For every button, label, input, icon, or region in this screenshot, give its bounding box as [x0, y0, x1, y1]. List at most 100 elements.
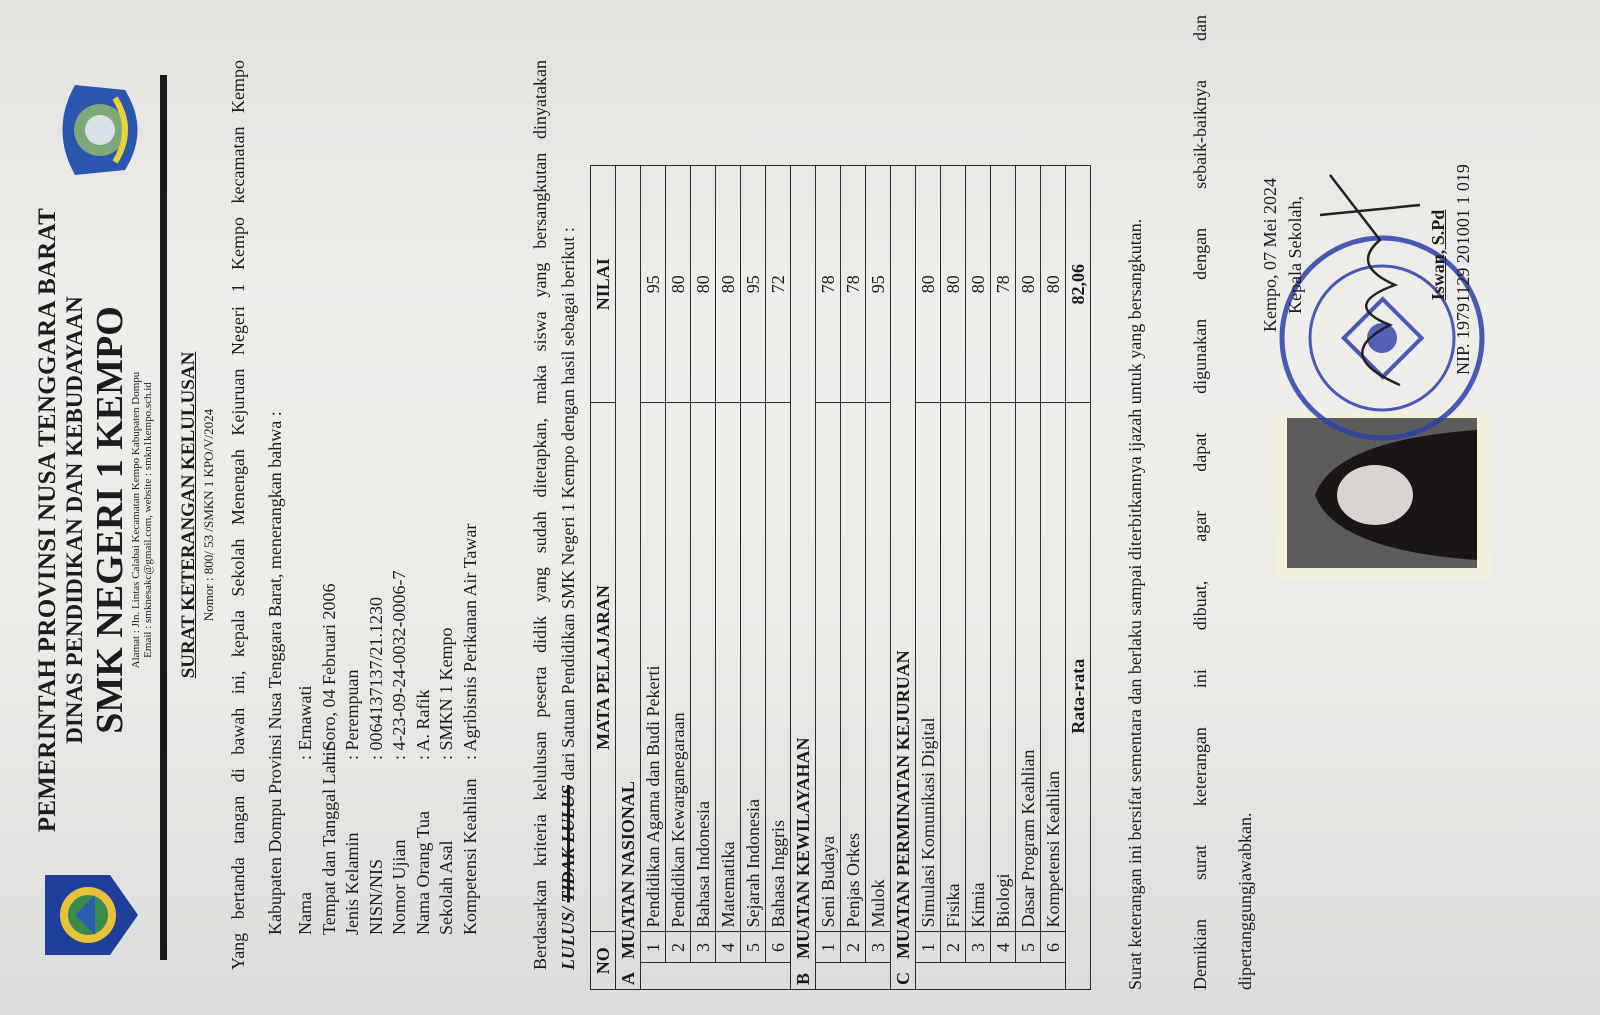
field-label: Tempat dan Tanggal Lahir	[318, 745, 339, 935]
closing-line-3: dipertanggungjawabkan.	[1235, 812, 1255, 990]
field-value: : Ernawati	[295, 685, 315, 760]
subject-name: Pendidikan Kewarganegaraan	[665, 403, 691, 932]
empty-cell	[690, 963, 716, 990]
field-label: Nama Orang Tua	[412, 811, 433, 935]
subject-row: 1 Simulasi Komunikasi Digital 80	[915, 165, 941, 990]
subject-grade: 80	[690, 165, 716, 403]
subject-grade: 80	[715, 165, 741, 403]
subject-name: Bahasa Indonesia	[690, 403, 716, 932]
empty-cell	[990, 963, 1016, 990]
subject-row: 3 Mulok 95	[865, 165, 891, 990]
subject-row: 3 Bahasa Indonesia 80	[690, 165, 716, 990]
subject-number: 2	[840, 932, 866, 963]
address-text: Alamat : Jln. Lintas Calabai Kecamatan K…	[130, 371, 142, 669]
field-label: Kompetensi Keahlian	[459, 778, 480, 935]
field-label: Nomor Ujian	[389, 839, 409, 935]
letter-title-text: SURAT KETERANGAN KELULUSAN	[178, 351, 199, 679]
subject-grade: 80	[1015, 165, 1041, 403]
subject-name: Biologi	[990, 403, 1016, 932]
subject-row: 1 Pendidikan Agama dan Budi Pekerti 95	[640, 165, 666, 990]
subject-row: 6 Bahasa Inggris 72	[765, 165, 791, 990]
field-label: Jenis Kelamin	[342, 832, 362, 935]
subject-row: 2 Penjas Orkes 78	[840, 165, 866, 990]
subject-grade: 80	[940, 165, 966, 403]
empty-cell	[640, 963, 666, 990]
subject-number: 1	[640, 932, 666, 963]
average-label: Rata-rata	[1065, 403, 1091, 990]
subject-name: Dasar Program Keahlian	[1015, 403, 1041, 932]
subject-name: Matematika	[715, 403, 741, 932]
letter-number: Nomor : 800/ 53 /SMKN 1 KPO/V/2024	[201, 408, 216, 622]
subject-row: 4 Matematika 80	[715, 165, 741, 990]
subject-name: Sejarah Indonesia	[740, 403, 766, 932]
section-letter: C	[890, 963, 916, 990]
subject-number: 5	[740, 932, 766, 963]
field-value: : SMKN 1 Kempo	[436, 627, 456, 760]
header-rule	[160, 75, 167, 960]
subject-name: Kimia	[965, 403, 991, 932]
closing-line-2: Demikian surat keterangan ini dibuat, ag…	[1190, 15, 1210, 990]
subject-name: Pendidikan Agama dan Budi Pekerti	[640, 403, 666, 932]
intro-line-2: Kabupaten Dompu Provinsi Nusa Tenggara B…	[265, 411, 285, 935]
subject-number: 5	[1015, 932, 1041, 963]
empty-cell	[765, 963, 791, 990]
subject-number: 3	[690, 932, 716, 963]
section-title: MUATAN PERMINATAN KEJURUAN	[890, 165, 916, 963]
subject-row: 2 Fisika 80	[940, 165, 966, 990]
subject-name: Simulasi Komunikasi Digital	[915, 403, 941, 932]
subject-grade: 78	[815, 165, 841, 403]
empty-cell	[940, 963, 966, 990]
section-row: A MUATAN NASIONAL	[615, 165, 641, 990]
empty-cell	[965, 963, 991, 990]
field-value: : Agribisnis Perikanan Air Tawar	[459, 523, 480, 760]
section-row: B MUATAN KEWILAYAHAN	[790, 165, 816, 990]
subject-row: 2 Pendidikan Kewarganegaraan 80	[665, 165, 691, 990]
subject-row: 5 Sejarah Indonesia 95	[740, 165, 766, 990]
empty-cell	[865, 963, 891, 990]
subject-grade: 78	[990, 165, 1016, 403]
header-subject: MATA PELAJARAN	[590, 403, 616, 932]
status-pass: LULUS/	[558, 907, 578, 970]
table-header-row: NO MATA PELAJARAN NILAI	[590, 165, 616, 990]
field-value: : Perempuan	[342, 669, 362, 760]
empty-cell	[840, 963, 866, 990]
criteria-line: Berdasarkan kriteria kelulusan peserta d…	[530, 60, 550, 970]
subject-number: 1	[915, 932, 941, 963]
subject-name: Mulok	[865, 403, 891, 932]
subject-number: 2	[940, 932, 966, 963]
empty-cell	[815, 963, 841, 990]
subject-grade: 78	[840, 165, 866, 403]
subject-row: 1 Seni Budaya 78	[815, 165, 841, 990]
grades-table: NO MATA PELAJARAN NILAI A MUATAN NASIONAL…	[590, 165, 1091, 990]
contact-text: Email : smknesakc@gmail.com, website : s…	[142, 382, 154, 658]
subject-name: Seni Budaya	[815, 403, 841, 932]
field-label: Nama	[295, 892, 315, 935]
subject-grade: 80	[665, 165, 691, 403]
grades-body: A MUATAN NASIONAL 1 Pendidikan Agama dan Bu…	[615, 165, 1091, 990]
handwritten-signature	[1319, 174, 1421, 387]
field-value: : 4-23-09-24-0032-0006-7	[389, 570, 409, 760]
empty-cell	[715, 963, 741, 990]
empty-cell	[915, 963, 941, 990]
subject-number: 1	[815, 932, 841, 963]
student-photo	[1275, 412, 1490, 580]
signature-place-date: Kempo, 07 Mei 2024	[1260, 178, 1280, 332]
subject-grade: 95	[740, 165, 766, 403]
subject-grade: 80	[915, 165, 941, 403]
subject-grade: 80	[1040, 165, 1066, 403]
header-government: PEMERINTAH PROVINSI NUSA TENGGARA BARAT	[34, 207, 61, 833]
status-fail-struck: TIDAK LULUS	[558, 784, 578, 903]
field-value: : A. Rafik	[412, 689, 433, 761]
header-no: NO	[590, 932, 616, 990]
subject-number: 4	[990, 932, 1016, 963]
subject-row: 6 Kompetensi Keahlian 80	[1040, 165, 1066, 990]
section-letter: B	[790, 963, 816, 990]
header-address: Alamat : Jln. Lintas Calabai Kecamatan K…	[130, 175, 154, 865]
section-title: MUATAN NASIONAL	[615, 165, 641, 963]
empty-cell	[740, 963, 766, 990]
field-value: : 0064137137/21.1230	[365, 596, 386, 760]
letter-title: SURAT KETERANGAN KELULUSAN	[178, 165, 200, 865]
empty-cell	[1040, 963, 1066, 990]
subject-grade: 72	[765, 165, 791, 403]
school-logo	[62, 85, 138, 175]
